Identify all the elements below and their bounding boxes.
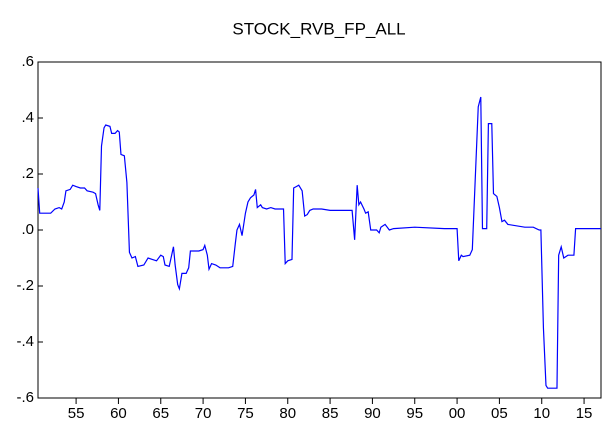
y-tick-label: -.6: [16, 389, 34, 406]
x-tick-label: 85: [322, 405, 339, 422]
x-tick-label: 05: [491, 405, 508, 422]
chart-title: STOCK_RVB_FP_ALL: [232, 19, 405, 38]
x-tick-label: 80: [279, 405, 296, 422]
x-tick-label: 60: [110, 405, 127, 422]
x-tick-label: 55: [68, 405, 85, 422]
y-tick-label: -.2: [16, 277, 34, 294]
y-tick-label: .6: [21, 53, 34, 70]
y-tick-label: .2: [21, 165, 34, 182]
x-tick-label: 10: [533, 405, 550, 422]
x-tick-label: 65: [152, 405, 169, 422]
y-tick-label: .0: [21, 221, 34, 238]
plot-frame: [37, 61, 602, 399]
data-line: [37, 96, 601, 389]
x-tick-label: 95: [406, 405, 423, 422]
x-tick-label: 70: [195, 405, 212, 422]
x-tick-label: 00: [449, 405, 466, 422]
x-tick-label: 75: [237, 405, 254, 422]
x-tick-label: 15: [576, 405, 593, 422]
x-tick-label: 90: [364, 405, 381, 422]
y-tick-label: -.4: [16, 333, 34, 350]
y-tick-label: .4: [21, 109, 34, 126]
